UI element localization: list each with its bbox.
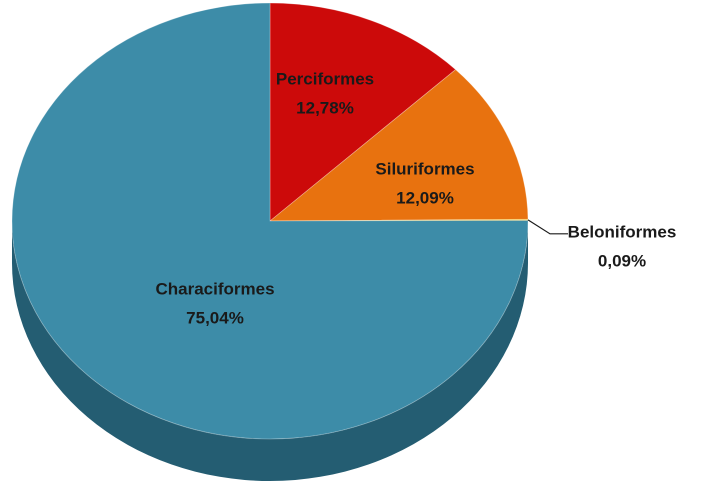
category-label: Siluriformes <box>375 159 474 178</box>
value-label: 75,04% <box>186 308 244 327</box>
pie-sides <box>12 221 528 481</box>
labels: Perciformes 12,78% Siluriformes 12,09% Belon… <box>155 69 676 327</box>
value-label: 12,09% <box>396 188 454 207</box>
pie-slice <box>268 69 529 222</box>
category-label: Characiformes <box>155 279 274 298</box>
leader-line <box>527 219 568 235</box>
pie-slices <box>11 2 529 440</box>
value-label: 12,78% <box>296 98 354 117</box>
pie-slice <box>11 2 529 440</box>
category-label: Perciformes <box>276 69 374 88</box>
pie-slice <box>269 2 457 222</box>
value-label: 0,09% <box>598 251 646 270</box>
category-label: Beloniformes <box>568 222 677 241</box>
pie-side <box>12 221 528 481</box>
